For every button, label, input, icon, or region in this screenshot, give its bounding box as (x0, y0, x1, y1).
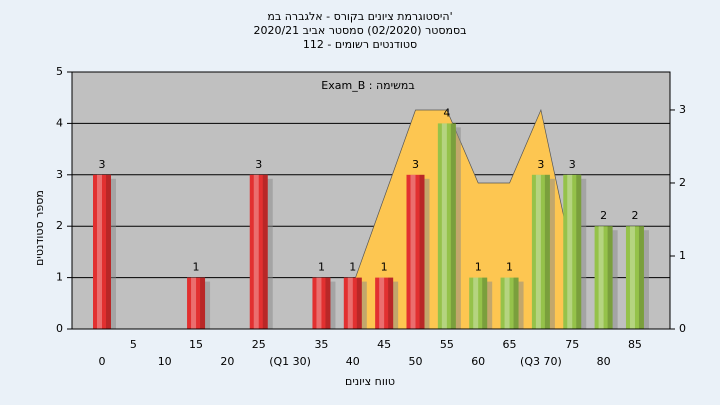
y2-tick-label: 2 (679, 176, 686, 189)
data-label: 1 (318, 261, 325, 274)
bar-shade (513, 277, 519, 329)
bar-shade (262, 174, 268, 329)
y-tick-label: 3 (56, 168, 63, 181)
bar-shine (191, 277, 197, 329)
data-label: 1 (381, 261, 388, 274)
y2-tick-label: 3 (679, 103, 686, 116)
bar-shade (388, 277, 394, 329)
x-tick-label: (Q3 70) (520, 355, 562, 368)
bar-shine (598, 226, 604, 329)
bar (312, 277, 331, 329)
data-label: 3 (569, 158, 576, 171)
x-axis-label: טווח ציונים (345, 375, 395, 388)
data-label: 1 (349, 261, 356, 274)
y2-tick-label: 0 (679, 322, 686, 335)
x-tick-label: 80 (597, 355, 611, 368)
bar-shine (97, 174, 102, 329)
x-tick-label: (Q1 30) (269, 355, 311, 368)
y-tick-label: 5 (56, 65, 63, 78)
bar-shine (347, 277, 353, 329)
bar-shade (106, 174, 111, 329)
x-tick-label: 40 (346, 355, 360, 368)
x-tick-label: 50 (409, 355, 423, 368)
title-line: בסמסטר (02/2020) סמסטר אביב 2020/21 (253, 24, 466, 37)
data-label: 3 (99, 158, 106, 171)
x-tick-label: 0 (99, 355, 106, 368)
bar-shine (441, 123, 447, 330)
y-tick-label: 2 (56, 219, 63, 232)
bar-shine (504, 277, 510, 329)
x-tick-label: 5 (130, 338, 137, 351)
y-tick-label: 0 (56, 322, 63, 335)
bar (249, 174, 268, 329)
bar-shine (379, 277, 385, 329)
x-tick-label: 25 (252, 338, 266, 351)
bar (531, 174, 550, 329)
bar-shade (419, 174, 425, 329)
data-label: 1 (193, 261, 200, 274)
x-tick-label: 65 (503, 338, 517, 351)
bar-shine (473, 277, 479, 329)
bar (437, 123, 456, 330)
data-label: 1 (475, 261, 482, 274)
bar (625, 226, 644, 329)
bar-shade (356, 277, 362, 329)
bar-shine (253, 174, 259, 329)
annotation: Exam_B : במשימה (321, 79, 414, 92)
bar-shine (567, 174, 573, 329)
bar (187, 277, 206, 329)
x-tick-label: 85 (628, 338, 642, 351)
bar (563, 174, 582, 329)
bar-shade (576, 174, 582, 329)
bar-shade (638, 226, 644, 329)
bar-shade (450, 123, 456, 330)
data-label: 4 (443, 106, 450, 119)
y-tick-label: 1 (56, 271, 63, 284)
x-tick-label: 60 (471, 355, 485, 368)
bar (406, 174, 425, 329)
bar (375, 277, 394, 329)
x-tick-label: 20 (220, 355, 234, 368)
x-tick-label: 10 (158, 355, 172, 368)
plot-border (71, 71, 671, 330)
bar-shade (607, 226, 613, 329)
x-tick-label: 55 (440, 338, 454, 351)
y-axis-label: מספר סטודנטים (33, 190, 46, 266)
x-tick-label: 45 (377, 338, 391, 351)
x-tick-label: 35 (314, 338, 328, 351)
bar (500, 277, 519, 329)
x-tick-label: 15 (189, 338, 203, 351)
bar-shine (629, 226, 635, 329)
bar-shade (325, 277, 331, 329)
bar-shade (544, 174, 550, 329)
bar (343, 277, 362, 329)
data-label: 3 (255, 158, 262, 171)
title-line: סטודנטים רשומים - 112 (303, 38, 417, 51)
data-label: 3 (412, 158, 419, 171)
bar-shine (535, 174, 541, 329)
bar (469, 277, 488, 329)
data-label: 3 (537, 158, 544, 171)
bar-shine (410, 174, 416, 329)
bar-shade (482, 277, 488, 329)
bar-shade (200, 277, 206, 329)
bar-shine (316, 277, 322, 329)
y-tick-label: 4 (56, 116, 63, 129)
data-label: 1 (506, 261, 513, 274)
y2-tick-label: 1 (679, 249, 686, 262)
title-line: היסטוגרמת ציונים בקורס - אלגברה במ' (267, 10, 452, 23)
bar (594, 226, 613, 329)
bar (93, 174, 111, 329)
data-label: 2 (600, 209, 607, 222)
data-label: 2 (631, 209, 638, 222)
x-tick-label: 75 (565, 338, 579, 351)
